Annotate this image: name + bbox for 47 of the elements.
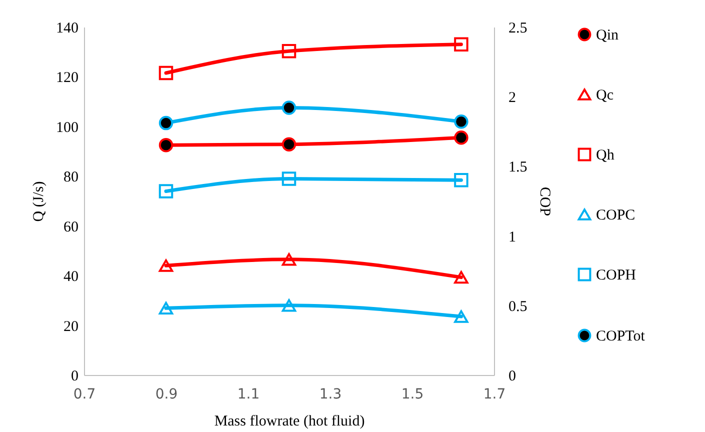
point — [454, 310, 468, 323]
point — [282, 137, 296, 152]
point — [158, 66, 174, 80]
y2-tick-label: 1 — [508, 229, 516, 246]
x-tick-label: 0.9 — [155, 386, 178, 402]
point — [158, 138, 174, 152]
legend-label: Qin — [596, 28, 619, 44]
point — [158, 302, 174, 314]
legend-label: COPH — [596, 268, 636, 284]
point — [282, 172, 296, 186]
point — [454, 271, 468, 284]
legend-label: COPTot — [596, 328, 646, 344]
x-tick-label: 1.5 — [401, 386, 424, 402]
y-tick-label: 120 — [56, 70, 78, 86]
x-tick-label: 0.7 — [73, 386, 96, 402]
point — [282, 44, 296, 58]
y-tick-label: 20 — [64, 318, 78, 335]
x-tick-label: 1.7 — [483, 386, 506, 402]
y-tick-label: 0 — [71, 368, 78, 384]
point — [158, 184, 174, 198]
y-tick-label: 140 — [56, 20, 78, 36]
x-axis-title: Mass flowrate (hot fluid) — [214, 414, 365, 430]
point — [454, 130, 468, 145]
y2-tick-label: 0 — [508, 368, 516, 384]
y-axis-title: Q (J/s) — [31, 181, 47, 222]
y2-tick-label: 2.5 — [508, 20, 528, 36]
y2-tick-label: 2 — [508, 90, 516, 106]
point — [282, 253, 296, 266]
legend-label: Qc — [596, 88, 614, 104]
y2-tick-label: 0.5 — [508, 298, 528, 315]
legend-label: Qh — [596, 148, 615, 164]
x-tick-label: 1.1 — [237, 386, 260, 402]
point — [282, 100, 296, 115]
legend-label: COPC — [596, 208, 636, 224]
point — [158, 116, 174, 130]
y2-axis-title: COP — [536, 186, 552, 216]
point — [158, 259, 174, 272]
y2-tick-label: 1.5 — [508, 160, 528, 176]
y-tick-label: 80 — [64, 170, 78, 186]
point — [454, 114, 468, 129]
point — [282, 299, 296, 312]
y-tick-label: 60 — [64, 219, 78, 236]
point — [454, 172, 468, 188]
point — [454, 37, 468, 52]
y-tick-label: 40 — [64, 269, 78, 286]
y-tick-label: 100 — [56, 120, 78, 136]
x-tick-label: 1.3 — [319, 386, 342, 402]
